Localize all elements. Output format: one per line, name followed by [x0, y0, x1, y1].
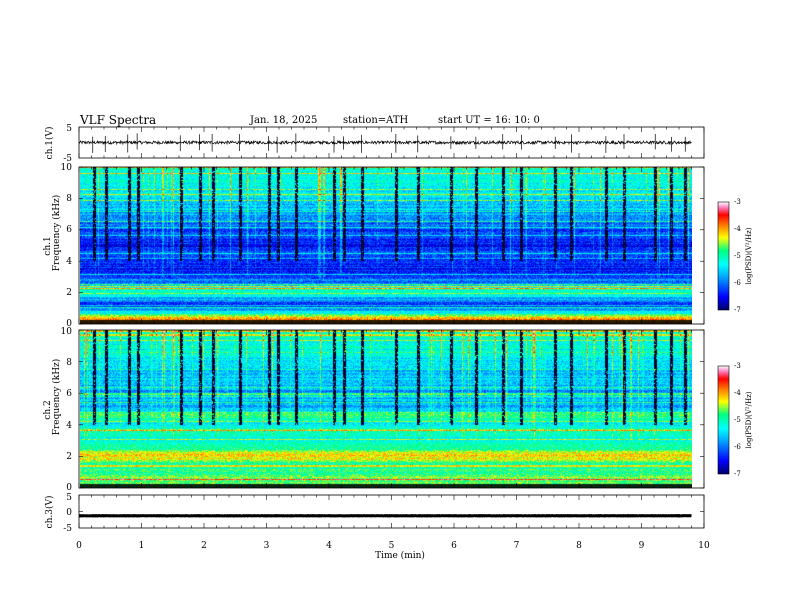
ch1-colorbar [718, 202, 729, 310]
ch2-spec-ytick-2: 2 [66, 452, 72, 462]
ch3-waveform-panel: 5 0 -5 ch.3(V) [44, 493, 704, 534]
ch1-spec-ytick-10: 10 [61, 163, 73, 173]
ch2-spec-ytick-4: 4 [66, 421, 72, 431]
ch2-cb-tick-3: -3 [734, 362, 741, 370]
ch2-spec-ytick-0: 0 [66, 483, 72, 493]
ch2-spec-ytick-6: 6 [66, 389, 72, 399]
ch1-waveform-panel: 5 -5 ch.1(V) [44, 124, 704, 164]
ch3-ylabel: ch.3(V) [44, 496, 55, 529]
ch2-spectrogram-wrapper [80, 330, 692, 488]
ch2-cb-tick-4: -4 [734, 389, 741, 397]
ch1-spectrogram-canvas [80, 167, 692, 324]
ch1-cb-tick-3: -3 [734, 198, 741, 206]
x-axis-label: Time (min) [375, 550, 425, 561]
ch1-cb-tick-7: -7 [734, 306, 741, 314]
ch1-ylabel: ch.1(V) [44, 127, 55, 160]
xtick-4: 4 [326, 541, 332, 551]
xtick-1: 1 [139, 541, 145, 551]
ch1-colorbar-label: log(PSD)(V²/Hz) [745, 227, 753, 284]
xtick-10: 10 [698, 541, 710, 551]
ch2-colorbar-label: log(PSD)(V²/Hz) [745, 391, 753, 448]
xtick-6: 6 [451, 541, 457, 551]
station-label: station=ATH [343, 115, 409, 126]
ch1-spec-ytick-2: 2 [66, 288, 72, 298]
ch1-ytick-top: 5 [66, 124, 72, 134]
ch2-cb-tick-6: -6 [734, 443, 741, 451]
ch1-spectrogram-panel: 0 2 4 6 8 10 ch.1 Frequency (kHz) -3 -4 [43, 163, 753, 329]
xtick-8: 8 [576, 541, 582, 551]
ch2-spectrogram-canvas [80, 330, 692, 488]
ch1-spectrogram-wrapper [80, 167, 692, 324]
xtick-9: 9 [639, 541, 645, 551]
ch3-ytick-top: 5 [66, 493, 72, 503]
x-axis: 0 1 2 3 4 5 6 7 8 9 10 Time (min) [76, 541, 710, 561]
xtick-2: 2 [201, 541, 207, 551]
ch3-ytick-bottom: -5 [63, 524, 72, 534]
ch2-spec-ylabel-frequency: Frequency (kHz) [51, 359, 62, 436]
ch1-cb-tick-5: -5 [734, 252, 741, 260]
ch3-ytick-mid: 0 [66, 508, 72, 518]
start-time-label: start UT = 16: 10: 0 [438, 115, 540, 126]
figure-title: VLF Spectra [79, 113, 156, 127]
ch2-spectrogram-panel: 0 2 4 6 8 10 ch.2 Frequency (kHz) -3 -4 … [43, 327, 753, 493]
xtick-3: 3 [264, 541, 270, 551]
ch1-spec-ytick-4: 4 [66, 257, 72, 267]
ch2-spec-ytick-8: 8 [66, 358, 72, 368]
xtick-7: 7 [514, 541, 520, 551]
ch1-spec-ytick-8: 8 [66, 194, 72, 204]
ch2-colorbar [718, 366, 729, 474]
xtick-0: 0 [76, 541, 82, 551]
xtick-5: 5 [389, 541, 395, 551]
ch1-spec-ytick-6: 6 [66, 225, 72, 235]
ch2-cb-tick-7: -7 [734, 470, 741, 478]
ch1-spec-ylabel-frequency: Frequency (kHz) [51, 195, 62, 272]
ch2-spec-ytick-10: 10 [61, 327, 73, 337]
ch1-cb-tick-4: -4 [734, 225, 741, 233]
ch2-cb-tick-5: -5 [734, 416, 741, 424]
ch1-cb-tick-6: -6 [734, 279, 741, 287]
date-label: Jan. 18, 2025 [249, 115, 317, 126]
